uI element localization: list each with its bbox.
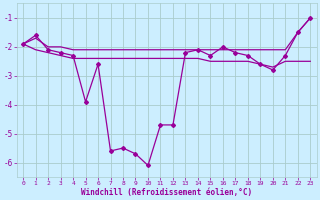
- X-axis label: Windchill (Refroidissement éolien,°C): Windchill (Refroidissement éolien,°C): [81, 188, 252, 197]
